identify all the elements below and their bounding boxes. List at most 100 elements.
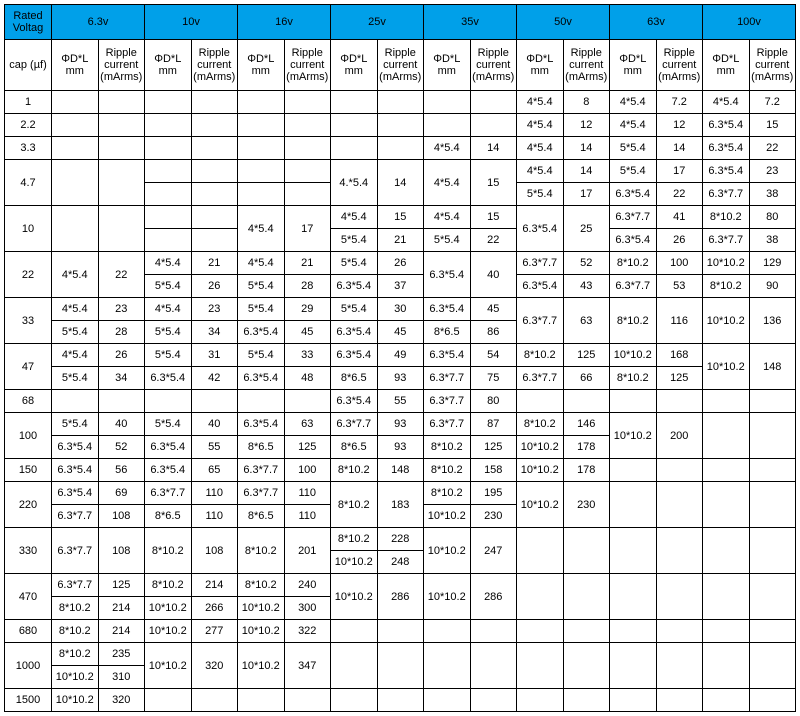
cell: 247 [470,528,517,574]
cell [610,482,657,528]
cell: Ripple current (mArms) [656,40,703,91]
cell: 68 [5,390,52,413]
cell: 38 [749,183,796,206]
cell: 116 [656,298,703,344]
cell [98,114,145,137]
cell: 4*5.4 [610,91,657,114]
cell [563,689,610,712]
cell: 277 [191,620,238,643]
cell: 23 [191,298,238,321]
cell: 10*10.2 [517,482,564,528]
cell [703,482,750,528]
cell: 14 [377,160,424,206]
cell: 6.3*5.4 [331,275,378,298]
cell: 55 [191,436,238,459]
cell: Ripple current (mArms) [98,40,145,91]
cell [377,689,424,712]
cell [424,114,471,137]
cell: cap (µf) [5,40,52,91]
cell: 6.3*7.7 [52,505,99,528]
cell: 80 [749,206,796,229]
cell: 6.3*5.4 [52,436,99,459]
cell: 33 [5,298,52,344]
cell: 6.3*5.4 [610,229,657,252]
cell: 200 [656,413,703,459]
cell: 40 [191,413,238,436]
cell: 100 [284,459,331,482]
cell: 310 [98,666,145,689]
cell: 45 [470,298,517,321]
cell: 5*5.4 [331,298,378,321]
cell: 66 [563,367,610,390]
cell [145,206,192,229]
cell: 168 [656,344,703,367]
cell [331,114,378,137]
cell: 6.3*5.4 [703,160,750,183]
cell: 320 [191,643,238,689]
cell: 248 [377,551,424,574]
cell [749,413,796,459]
cell: ΦD*L mm [610,40,657,91]
cell: 10*10.2 [517,459,564,482]
cell: 6.3*5.4 [610,183,657,206]
cell: 125 [563,344,610,367]
cell [52,137,99,160]
cell: 14 [563,137,610,160]
cell [238,689,285,712]
cell: 125 [98,574,145,597]
cell: 25v [331,5,424,40]
cell [191,114,238,137]
cell: 37 [377,275,424,298]
cell: 14 [470,137,517,160]
cell [517,528,564,574]
cell: 214 [191,574,238,597]
cell: 15 [470,160,517,206]
cell: 26 [98,344,145,367]
cell: 10*10.2 [238,643,285,689]
cell: 10*10.2 [52,689,99,712]
cell: 230 [470,505,517,528]
cell: 6.3v [52,5,145,40]
cell: 28 [98,321,145,344]
cell: 10*10.2 [610,344,657,367]
cell: 10*10.2 [610,413,657,459]
cell [610,689,657,712]
cell: 22 [470,229,517,252]
cell: 8*10.2 [52,597,99,620]
cell: 15 [470,206,517,229]
cell: 10v [145,5,238,40]
cell: 43 [563,275,610,298]
cell [563,643,610,689]
cell [52,91,99,114]
cell: 8*10.2 [238,574,285,597]
cell: 6.3*7.7 [424,413,471,436]
cell: 6.3*7.7 [424,367,471,390]
cell: 52 [98,436,145,459]
cell [191,390,238,413]
cell: 10*10.2 [52,666,99,689]
cell: 3.3 [5,137,52,160]
cell: 5*5.4 [145,321,192,344]
cell: 6.3*5.4 [145,367,192,390]
cell: 5*5.4 [52,367,99,390]
cell: 286 [377,574,424,620]
cell: 15 [749,114,796,137]
cell: 6.3*7.7 [52,528,99,574]
cell: 330 [5,528,52,574]
cell: 4*5.4 [145,252,192,275]
cell: 1500 [5,689,52,712]
cell: 110 [191,505,238,528]
cell [610,528,657,574]
cell [98,137,145,160]
cell: 110 [284,482,331,505]
cell: 55 [377,390,424,413]
cell: 17 [284,206,331,252]
cell [377,91,424,114]
cell [703,689,750,712]
cell: 22 [98,252,145,298]
cell: 6.3*7.7 [238,459,285,482]
cell: 8 [563,91,610,114]
cell [191,206,238,229]
cell: 4*5.4 [424,206,471,229]
cell: 49 [377,344,424,367]
